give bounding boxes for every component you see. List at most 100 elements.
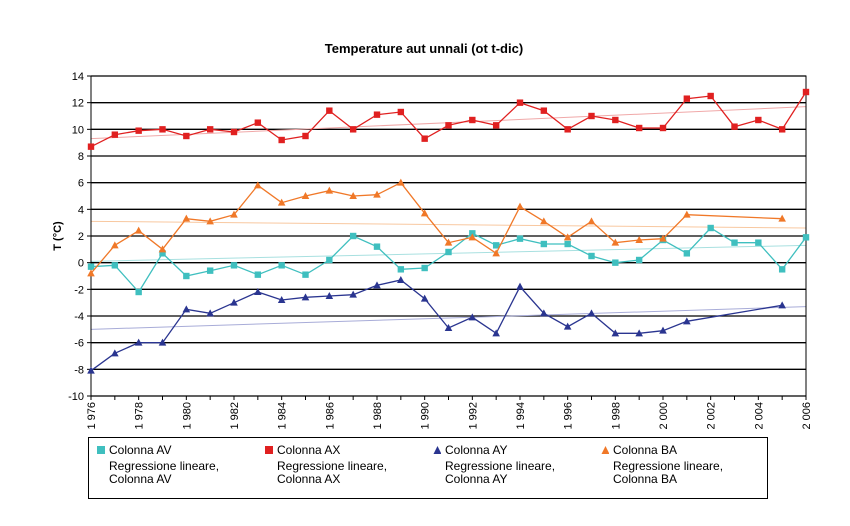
data-point [778, 266, 786, 273]
trendlines [90, 106, 807, 330]
y-axis-label: T (°C) [52, 221, 64, 251]
data-point [325, 186, 334, 194]
data-point [492, 242, 500, 249]
data-point [134, 338, 143, 346]
x-tick-label: 1 986 [324, 402, 336, 430]
data-point [802, 88, 810, 96]
legend-marker-ay [433, 446, 441, 454]
y-tick-label: 14 [72, 71, 84, 83]
chart-title: Temperature aut unnali (ot t-dic) [325, 41, 523, 56]
data-point [397, 266, 405, 273]
data-point [683, 210, 691, 218]
legend: Colonna AV Colonna AX Colonna AY Colonna… [88, 437, 768, 499]
data-point [492, 249, 500, 257]
data-point [778, 214, 786, 222]
data-point [420, 294, 429, 302]
data-point [516, 99, 524, 106]
data-point [206, 217, 214, 225]
x-tick-label: 1 978 [134, 402, 146, 430]
series-line [90, 279, 783, 372]
x-tick-label: 1 988 [372, 402, 384, 430]
data-point [373, 243, 381, 250]
data-point [111, 131, 119, 138]
data-point [755, 239, 762, 246]
data-point [183, 272, 190, 280]
data-point [683, 95, 691, 102]
data-point [635, 329, 643, 337]
data-point [277, 198, 286, 206]
y-tick-label: -8 [74, 364, 84, 376]
data-point [492, 122, 500, 129]
legend-label-ba: Colonna BA [613, 443, 678, 457]
data-point [683, 250, 691, 257]
legend-marker-av [97, 446, 105, 454]
y-tick-label: 0 [78, 258, 84, 270]
data-point [397, 276, 405, 283]
data-point [540, 217, 548, 225]
data-point [135, 288, 142, 296]
x-tick-label: 1 976 [86, 402, 98, 430]
data-point [612, 116, 619, 124]
data-point [444, 324, 453, 331]
data-point [158, 338, 167, 346]
data-point [206, 309, 214, 317]
data-point [325, 292, 334, 299]
data-point [587, 309, 596, 317]
data-point [158, 245, 167, 253]
legend-label-av: Colonna AV [109, 443, 172, 457]
data-point [635, 236, 643, 243]
legend-marker-ba [601, 446, 609, 454]
data-point [349, 192, 357, 199]
y-tick-label: 12 [72, 98, 84, 110]
series-line [90, 227, 807, 294]
x-tick-label: 1 984 [277, 402, 289, 430]
data-point [421, 264, 428, 272]
y-tick-label: 6 [78, 178, 84, 190]
data-point [563, 233, 572, 241]
data-point [397, 178, 405, 186]
data-point [278, 136, 285, 144]
data-point [397, 108, 405, 116]
y-tick-label: -2 [74, 284, 84, 296]
data-point [611, 329, 620, 337]
data-point [254, 119, 262, 126]
data-point [444, 238, 453, 246]
data-point [206, 126, 214, 133]
data-point [540, 240, 548, 248]
data-point [516, 202, 524, 210]
data-point [778, 301, 786, 309]
legend-trend-ba: Regressione lineare, Colonna BA [613, 459, 724, 486]
legend-label-ay: Colonna AY [445, 443, 508, 457]
data-point [254, 288, 262, 295]
data-point [159, 250, 166, 257]
data-point [111, 241, 119, 249]
data-point [468, 313, 477, 321]
data-point [659, 124, 667, 132]
data-point [373, 111, 381, 118]
data-point [182, 214, 191, 222]
data-point [254, 181, 262, 189]
data-point [301, 192, 310, 199]
data-point [802, 234, 810, 241]
data-point [326, 107, 333, 114]
data-point [302, 271, 309, 278]
x-tick-label: 1 990 [420, 402, 432, 430]
x-tick-label: 2 000 [658, 402, 670, 430]
data-point [588, 112, 595, 120]
x-tick-label: 1 996 [563, 402, 575, 430]
legend-trend-ay: Regressione lineare, Colonna AY [445, 459, 556, 486]
series-layer [87, 88, 810, 374]
data-point [87, 143, 95, 150]
y-tick-label: 8 [78, 151, 84, 163]
data-point [564, 126, 571, 133]
data-point [254, 271, 262, 278]
data-point [183, 132, 190, 140]
data-point [731, 239, 738, 246]
legend-marker-ax [265, 446, 273, 454]
data-point [277, 296, 286, 303]
data-point [230, 262, 238, 269]
data-point [373, 190, 381, 198]
data-point [540, 107, 548, 114]
data-point [540, 309, 548, 317]
